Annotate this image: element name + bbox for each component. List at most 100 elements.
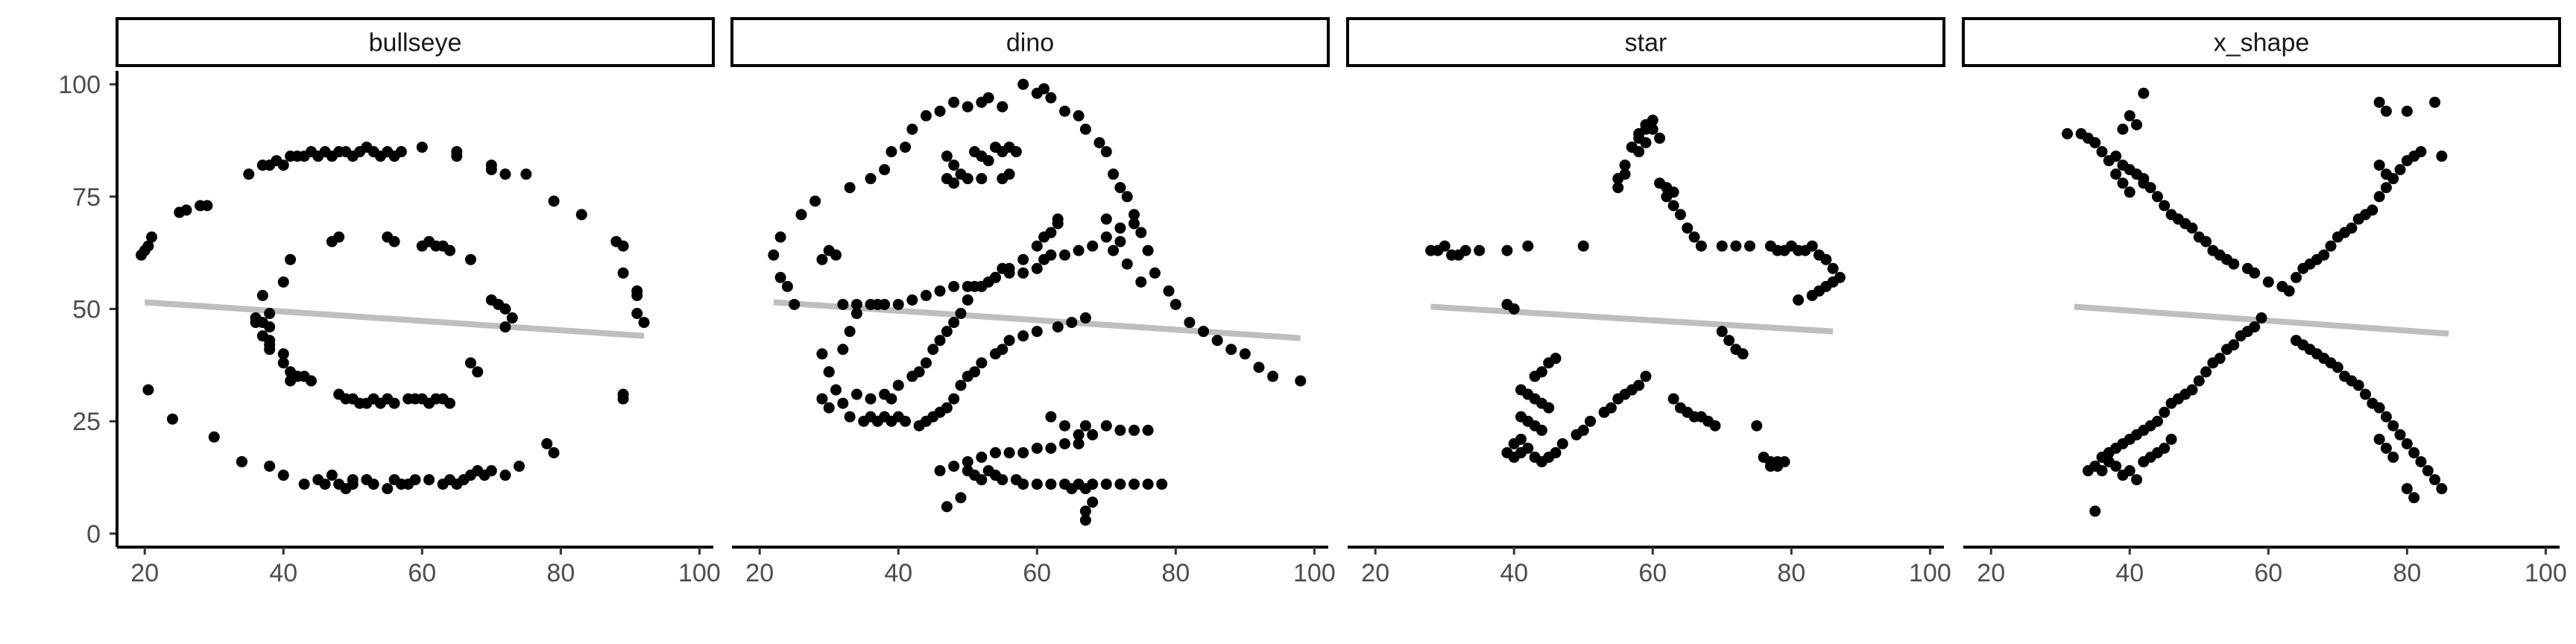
data-point xyxy=(1121,258,1133,270)
data-point xyxy=(920,289,932,301)
data-point xyxy=(1073,244,1085,256)
data-point xyxy=(2165,433,2177,445)
data-point xyxy=(326,470,338,482)
data-point xyxy=(2373,191,2385,203)
data-point xyxy=(1003,267,1015,279)
data-point xyxy=(2200,236,2212,247)
data-point xyxy=(464,253,476,265)
data-point xyxy=(948,393,960,405)
data-point xyxy=(1031,240,1043,252)
data-point xyxy=(2401,155,2413,167)
data-point xyxy=(1093,136,1105,148)
data-point xyxy=(886,146,897,158)
data-point xyxy=(1459,244,1471,256)
data-point xyxy=(1295,375,1307,387)
data-point xyxy=(2062,127,2074,139)
data-point xyxy=(837,397,849,409)
data-point xyxy=(1059,420,1071,432)
data-point xyxy=(485,164,497,176)
data-point xyxy=(256,289,268,301)
data-point xyxy=(1827,262,1839,274)
data-point xyxy=(1038,83,1050,95)
data-point xyxy=(617,240,629,252)
data-point xyxy=(865,393,877,405)
data-point xyxy=(934,285,946,297)
data-point xyxy=(927,344,939,356)
data-point xyxy=(962,280,973,292)
data-point xyxy=(514,460,525,472)
data-point xyxy=(1100,479,1112,490)
data-point xyxy=(1508,438,1520,449)
data-point xyxy=(1633,146,1645,158)
facet-panel-x_shape: x_shape 20 40 60 80 100 xyxy=(1962,17,2567,587)
data-point xyxy=(1142,244,1154,256)
data-point xyxy=(920,110,932,121)
data-point xyxy=(913,366,925,378)
data-point xyxy=(1121,191,1133,203)
data-point xyxy=(1225,344,1237,356)
data-point xyxy=(768,249,780,261)
data-point xyxy=(1633,379,1645,391)
data-point xyxy=(2429,96,2441,108)
data-point xyxy=(2228,339,2240,351)
data-point xyxy=(1675,209,1687,221)
facet-strip xyxy=(730,17,1330,67)
data-point xyxy=(2144,182,2156,194)
data-point xyxy=(277,160,289,171)
data-point xyxy=(1052,321,1064,333)
x-tick-label: 40 xyxy=(269,559,297,587)
data-point xyxy=(1031,442,1043,454)
data-point xyxy=(1045,92,1057,104)
x-tick-label: 80 xyxy=(1777,559,1805,587)
data-point xyxy=(1820,253,1832,265)
data-point xyxy=(1017,253,1029,265)
data-point xyxy=(955,308,967,320)
data-point xyxy=(982,155,994,167)
data-point xyxy=(1550,353,1562,364)
x-tick-label: 20 xyxy=(1361,559,1389,587)
data-point xyxy=(1108,244,1120,256)
data-point xyxy=(823,402,835,414)
data-point xyxy=(920,357,932,369)
data-point xyxy=(1577,424,1589,436)
x-tick-label: 40 xyxy=(1500,559,1528,587)
data-point xyxy=(941,151,953,162)
data-point xyxy=(1079,420,1091,432)
data-point xyxy=(948,96,960,108)
data-point xyxy=(1135,276,1147,288)
data-point xyxy=(2200,366,2212,378)
data-point xyxy=(913,420,925,432)
data-point xyxy=(837,344,849,356)
data-point xyxy=(520,168,532,180)
data-point xyxy=(2262,276,2274,288)
data-point xyxy=(1654,132,1666,144)
data-point xyxy=(1267,370,1279,382)
data-point xyxy=(208,431,220,443)
data-point xyxy=(1031,479,1043,490)
data-point xyxy=(1156,479,1168,490)
data-point xyxy=(2131,119,2143,130)
data-point xyxy=(1087,429,1099,441)
trend-line xyxy=(1430,303,1834,335)
data-point xyxy=(2089,136,2101,148)
data-point xyxy=(1474,244,1486,256)
data-point xyxy=(2214,353,2226,364)
data-point xyxy=(934,465,946,477)
data-point xyxy=(388,474,400,486)
data-point xyxy=(1114,424,1126,436)
data-point xyxy=(277,276,289,288)
data-point xyxy=(548,195,560,207)
x-tick-label: 80 xyxy=(1161,559,1190,587)
data-point xyxy=(1031,326,1043,338)
data-point xyxy=(1003,446,1015,458)
data-point xyxy=(2096,465,2108,477)
data-point xyxy=(982,92,994,104)
data-point xyxy=(1114,182,1126,194)
data-point xyxy=(541,438,553,449)
x-tick-label: 100 xyxy=(2525,559,2567,587)
data-point xyxy=(464,357,476,369)
data-point xyxy=(277,357,289,369)
data-point xyxy=(976,474,988,486)
data-point xyxy=(2436,151,2448,162)
data-point xyxy=(2131,474,2143,486)
